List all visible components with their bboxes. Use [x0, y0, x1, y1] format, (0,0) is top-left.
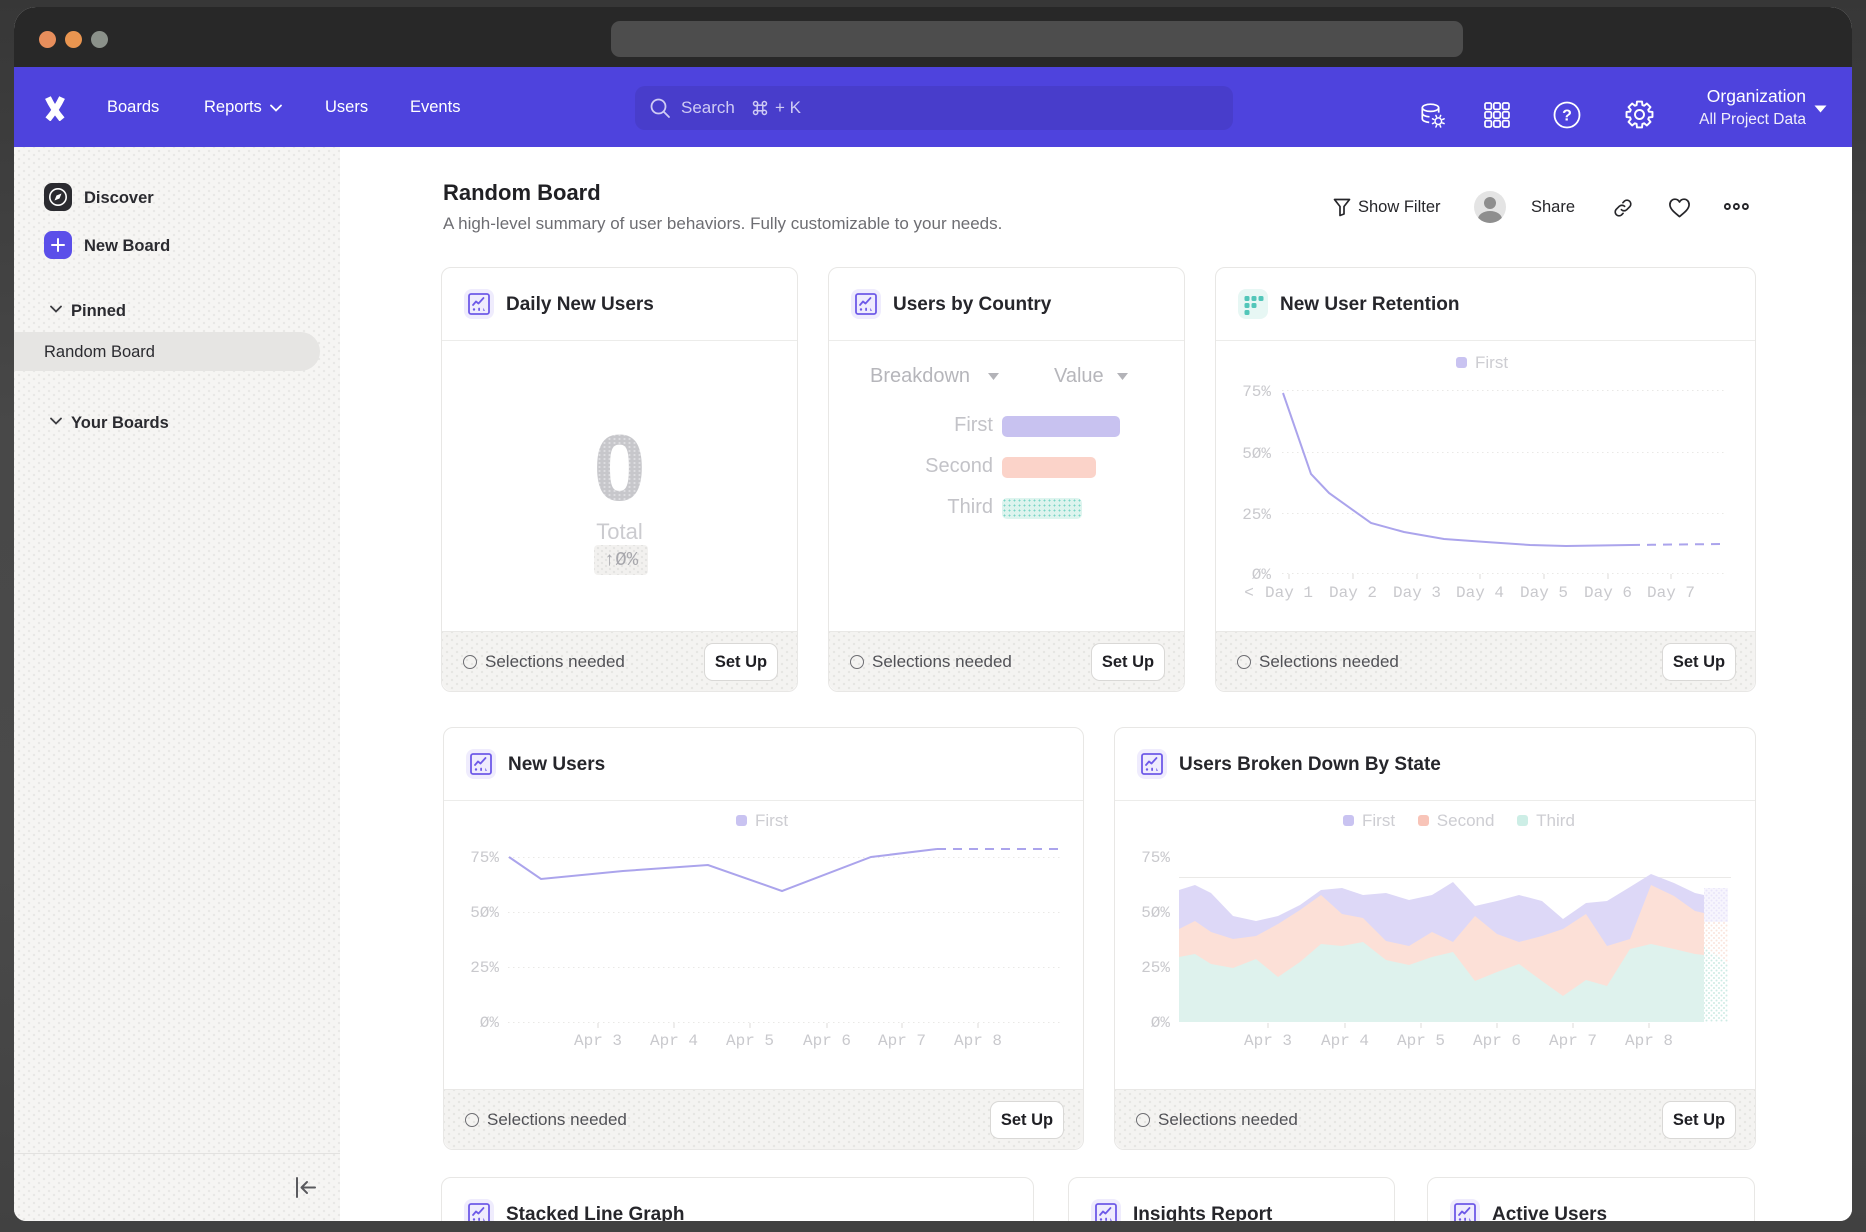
svg-text:75%: 75%: [470, 849, 499, 867]
svg-text:Apr 3: Apr 3: [1244, 1032, 1292, 1050]
svg-text:Day 3: Day 3: [1393, 584, 1441, 602]
svg-text:75%: 75%: [1242, 383, 1271, 401]
svg-text:<: <: [1244, 584, 1254, 602]
svg-text:25%: 25%: [1141, 959, 1170, 977]
svg-text:Apr 5: Apr 5: [726, 1032, 774, 1050]
svg-text:Day 6: Day 6: [1584, 584, 1632, 602]
svg-text:Day 1: Day 1: [1265, 584, 1313, 602]
svg-text:?: ?: [1562, 108, 1572, 125]
svg-text:Apr 5: Apr 5: [1397, 1032, 1445, 1050]
svg-text:Ø%: Ø%: [480, 1014, 500, 1032]
svg-text:Apr 7: Apr 7: [1549, 1032, 1597, 1050]
svg-text:Apr 6: Apr 6: [803, 1032, 851, 1050]
svg-text:Apr 3: Apr 3: [574, 1032, 622, 1050]
svg-text:75%: 75%: [1141, 849, 1170, 867]
svg-text:Apr 8: Apr 8: [1625, 1032, 1673, 1050]
svg-text:Day 5: Day 5: [1520, 584, 1568, 602]
svg-text:5Ø%: 5Ø%: [470, 904, 499, 922]
svg-text:Day 2: Day 2: [1329, 584, 1377, 602]
svg-text:Apr 4: Apr 4: [650, 1032, 698, 1050]
svg-text:Apr 6: Apr 6: [1473, 1032, 1521, 1050]
svg-text:25%: 25%: [470, 959, 499, 977]
svg-text:Day 7: Day 7: [1647, 584, 1695, 602]
svg-text:5Ø%: 5Ø%: [1242, 445, 1271, 463]
svg-text:Apr 7: Apr 7: [878, 1032, 926, 1050]
svg-text:Ø%: Ø%: [1151, 1014, 1171, 1032]
svg-text:Apr 8: Apr 8: [954, 1032, 1002, 1050]
svg-text:5Ø%: 5Ø%: [1141, 904, 1170, 922]
svg-text:25%: 25%: [1242, 506, 1271, 524]
svg-text:Ø%: Ø%: [1252, 566, 1272, 584]
svg-text:Apr 4: Apr 4: [1321, 1032, 1369, 1050]
svg-text:Day 4: Day 4: [1456, 584, 1504, 602]
